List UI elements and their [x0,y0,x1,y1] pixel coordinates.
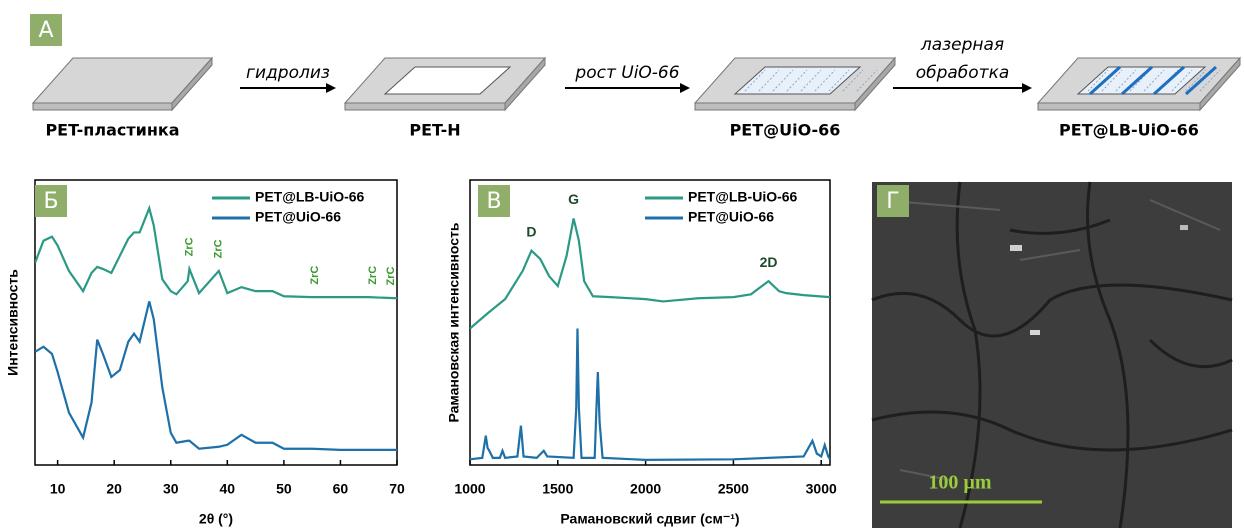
annotation: ZrC [385,267,397,286]
x-tick-label: 1000 [454,481,485,497]
sem-particle [1010,245,1022,251]
annotation: G [568,191,579,207]
arrow-label: лазерная [920,35,1004,55]
plate-side [695,103,855,110]
series-line [470,328,830,459]
x-tick-label: 10 [50,481,66,497]
x-tick-label: 20 [106,481,122,497]
x-tick-label: 2500 [718,481,749,497]
x-tick-label: 60 [333,481,349,497]
plate-top [33,58,212,103]
sem-particle [1180,225,1188,230]
x-tick-label: 40 [220,481,236,497]
annotation: 2D [760,254,778,270]
legend-label: PET@UiO-66 [255,209,341,225]
annotation: D [526,223,536,239]
series-line [470,218,830,328]
plate-side [33,103,172,110]
chart: 10 20 30 40 50 60 70 2θ (°) Интенсивность PET@LB-… [5,180,405,527]
step-label: PET@LB-UiO-66 [1059,121,1199,140]
figure: А Г 100 µm PET-пластинка PET-H PET@UiO-66 P… [0,0,1244,528]
step-label: PET@UiO-66 [730,121,841,140]
step-label: PET-H [409,121,460,140]
x-axis-title: Рамановский сдвиг (см⁻¹) [560,511,739,527]
scale-bar-label: 100 µm [928,472,992,494]
x-axis-title: 2θ (°) [199,511,233,527]
panel-g: Г 100 µm [872,182,1232,528]
x-tick-label: 3000 [806,481,837,497]
panel-a: А [30,14,62,46]
legend-label: PET@UiO-66 [688,209,774,225]
panel-label: А [38,18,53,43]
x-tick-label: 50 [276,481,292,497]
arrow-head [326,83,336,93]
plot-frame [35,180,397,465]
panel-label: В [486,189,501,214]
step-label: PET-пластинка [45,121,179,140]
x-tick-label: 1500 [542,481,573,497]
plate-side [1038,103,1200,110]
panel-label: Б [43,189,58,214]
arrow-head [1022,83,1032,93]
y-axis-title: Рамановская интенсивность [446,222,462,422]
arrow-label: рост UiO-66 [574,63,679,83]
legend-label: PET@LB-UiO-66 [688,189,798,205]
annotation: ZrC [367,266,379,285]
chart: 1000 1500 2000 2500 3000 Рамановский сдвиг (с… [446,180,837,527]
legend-label: PET@LB-UiO-66 [255,189,365,205]
series-line [35,301,397,449]
arrow-label: обработка [916,63,1010,83]
arrow-label: гидролиз [246,63,330,83]
plate-side [345,103,505,110]
x-tick-label: 30 [163,481,179,497]
x-tick-label: 2000 [630,481,661,497]
annotation: ZrC [183,237,195,256]
plot-frame [470,180,830,465]
y-axis-title: Интенсивность [5,269,21,376]
sem-particle [1030,330,1040,335]
annotation: ZrC [213,239,225,258]
annotation: ZrC [309,266,321,285]
x-tick-label: 70 [389,481,405,497]
arrow-head [680,83,690,93]
panel-label: Г [886,189,899,214]
